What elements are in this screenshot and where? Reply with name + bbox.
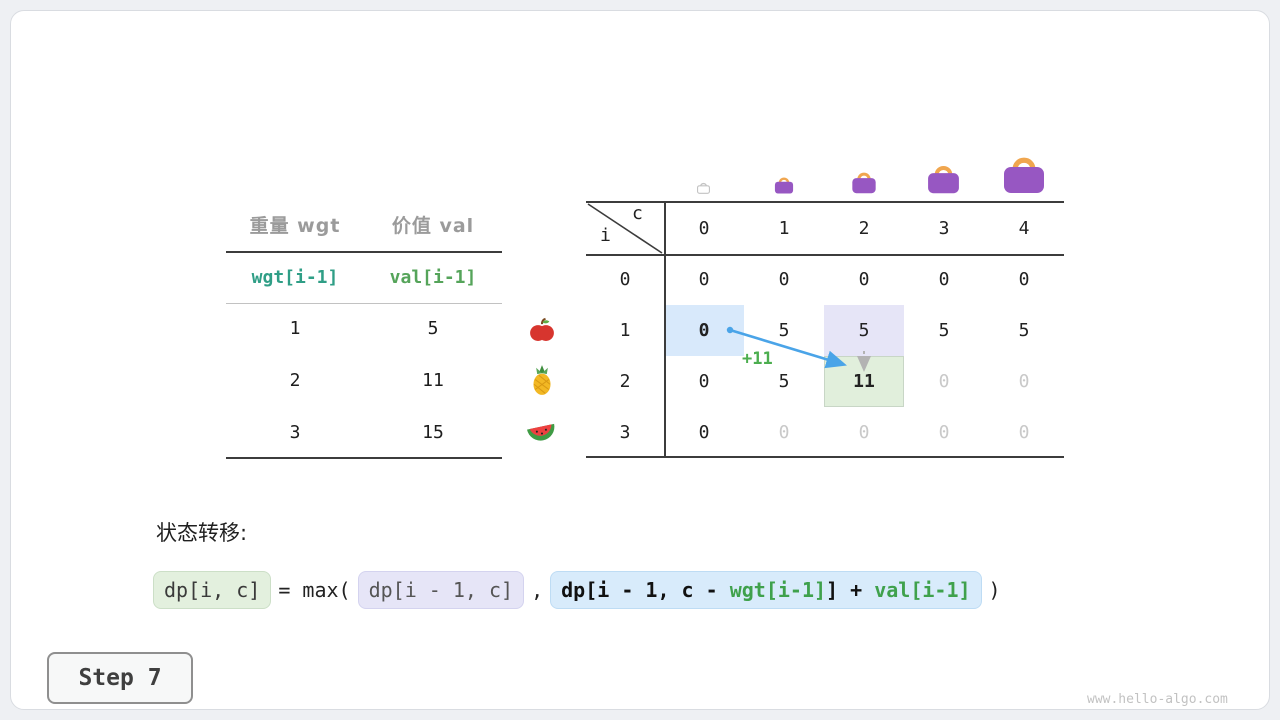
item-row-3: 3 15 — [226, 407, 502, 459]
watermark: www.hello-algo.com — [1087, 692, 1228, 707]
option2-wgt: wgt[i-1] — [729, 578, 827, 602]
dp-cell: 5 — [858, 320, 870, 341]
dp-cell: 5 — [938, 320, 950, 341]
divider — [226, 251, 502, 253]
dp-cell-current: 11 — [853, 371, 875, 392]
bag-medium-icon — [850, 168, 878, 194]
dp-cell: 0 — [698, 269, 710, 290]
dp-col-header: 4 — [1018, 218, 1030, 239]
option2-val: val[i-1] — [874, 578, 971, 602]
dp-row-header: 3 — [619, 422, 631, 443]
symbol-val: val[i-1] — [389, 267, 477, 288]
dp-row-var: i — [600, 225, 611, 246]
formula-option1-chip: dp[i - 1, c] — [357, 571, 525, 609]
formula-equals: = max( — [278, 578, 351, 602]
item-row-1: 1 5 — [226, 303, 502, 355]
gain-annotation: +11 — [742, 349, 773, 369]
dp-cell: 0 — [858, 269, 870, 290]
item-row-2: 2 11 — [226, 355, 502, 407]
dp-col-header: 0 — [698, 218, 710, 239]
dp-cell: 0 — [698, 371, 710, 392]
bag-large-icon — [925, 160, 962, 194]
dp-cell: 0 — [1018, 269, 1030, 290]
item-2-val: 11 — [422, 370, 444, 391]
watermelon-icon — [524, 415, 560, 451]
dp-row-header: 0 — [619, 269, 631, 290]
dp-header-row: 0 1 2 3 4 — [586, 203, 1064, 254]
formula-comma: , — [531, 578, 544, 602]
dp-cell: 0 — [938, 422, 950, 443]
transition-title: 状态转移: — [156, 521, 248, 545]
dp-row-header: 1 — [619, 320, 631, 341]
item-3-wgt: 3 — [289, 422, 301, 443]
dp-col-header: 1 — [778, 218, 790, 239]
dp-cell: 0 — [858, 422, 870, 443]
dp-row-header: 2 — [619, 371, 631, 392]
item-1-val: 5 — [427, 318, 439, 339]
formula-option2-chip: dp[i - 1, c - wgt[i-1]] + val[i-1] — [550, 571, 982, 609]
divider — [586, 201, 1064, 203]
formula-close: ) — [988, 578, 1001, 602]
apple-icon — [524, 312, 560, 348]
dp-col-var: c — [632, 203, 643, 224]
dp-corner-cell: c i — [586, 203, 664, 254]
dp-cell: 0 — [778, 269, 790, 290]
dp-cell: 0 — [938, 269, 950, 290]
pineapple-icon — [524, 362, 560, 398]
items-table: 重量 wgt 价值 val wgt[i-1] val[i-1] 1 5 2 11… — [226, 201, 502, 459]
formula-lhs-chip: dp[i, c] — [153, 571, 272, 609]
dp-cell: 5 — [778, 371, 790, 392]
dp-col-header: 3 — [938, 218, 950, 239]
option2-prefix: dp[i - 1, c - — [561, 578, 730, 602]
dp-row-2: 2 0 5 11 0 0 — [586, 356, 1064, 407]
bag-outline-tiny-icon — [696, 180, 711, 194]
items-header-value: 价值 val — [391, 215, 475, 237]
symbol-wgt: wgt[i-1] — [251, 267, 339, 288]
dp-cell: 0 — [698, 320, 710, 341]
divider — [226, 303, 502, 304]
dp-row-1: 1 0 5 5 5 5 — [586, 305, 1064, 356]
item-2-wgt: 2 — [289, 370, 301, 391]
items-symbol-row: wgt[i-1] val[i-1] — [226, 253, 502, 303]
dp-row-3: 3 0 0 0 0 0 — [586, 407, 1064, 458]
figure-card: 重量 wgt 价值 val wgt[i-1] val[i-1] 1 5 2 11… — [10, 10, 1270, 710]
bag-xlarge-icon — [1000, 150, 1048, 194]
dp-col-header: 2 — [858, 218, 870, 239]
dp-cell: 0 — [698, 422, 710, 443]
divider — [586, 254, 1064, 256]
divider — [664, 201, 666, 458]
step-badge: Step 7 — [47, 652, 193, 704]
divider — [226, 457, 502, 459]
item-3-val: 15 — [422, 422, 444, 443]
items-table-header: 重量 wgt 价值 val — [226, 201, 502, 251]
items-header-weight: 重量 wgt — [249, 215, 341, 237]
dp-row-0: 0 0 0 0 0 0 — [586, 254, 1064, 305]
option2-mid: ] + — [826, 578, 875, 602]
divider — [586, 456, 1064, 458]
item-1-wgt: 1 — [289, 318, 301, 339]
dp-cell: 0 — [1018, 371, 1030, 392]
dp-table: c i 0 1 2 3 4 0 0 0 0 0 0 1 0 — [586, 201, 1064, 459]
dp-cell: 0 — [1018, 422, 1030, 443]
dp-cell: 0 — [778, 422, 790, 443]
dp-cell: 5 — [1018, 320, 1030, 341]
dp-cell: 0 — [938, 371, 950, 392]
bag-small-icon — [773, 174, 795, 194]
transition-formula: dp[i, c] = max( dp[i - 1, c] , dp[i - 1,… — [153, 571, 1008, 609]
